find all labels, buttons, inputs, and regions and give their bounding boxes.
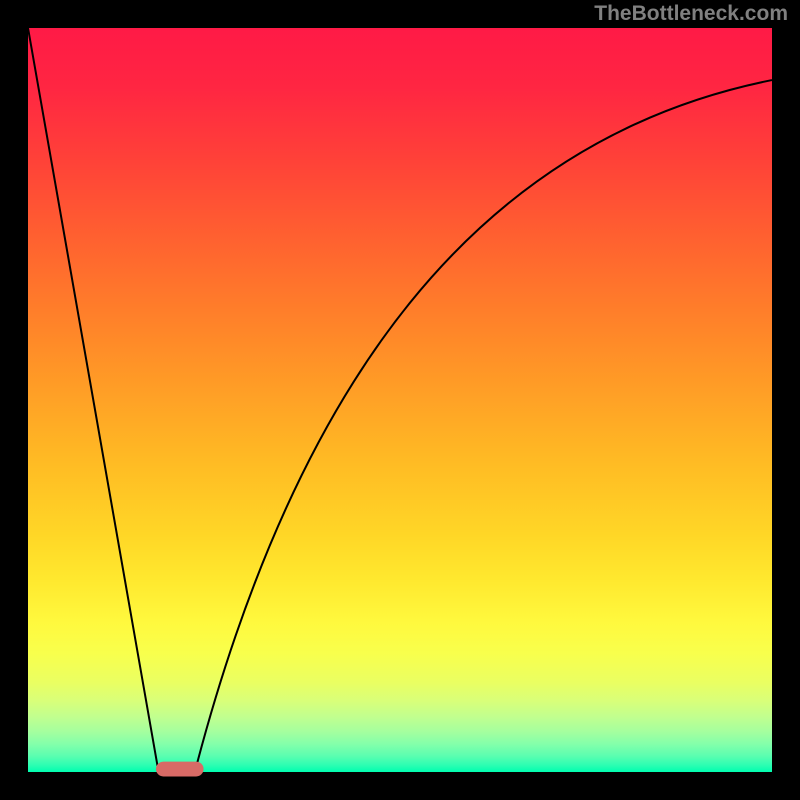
watermark-text: TheBottleneck.com bbox=[594, 2, 788, 26]
optimum-marker bbox=[156, 762, 204, 777]
chart-container: { "watermark": { "text": "TheBottleneck.… bbox=[0, 0, 800, 800]
bottleneck-chart bbox=[0, 0, 800, 800]
